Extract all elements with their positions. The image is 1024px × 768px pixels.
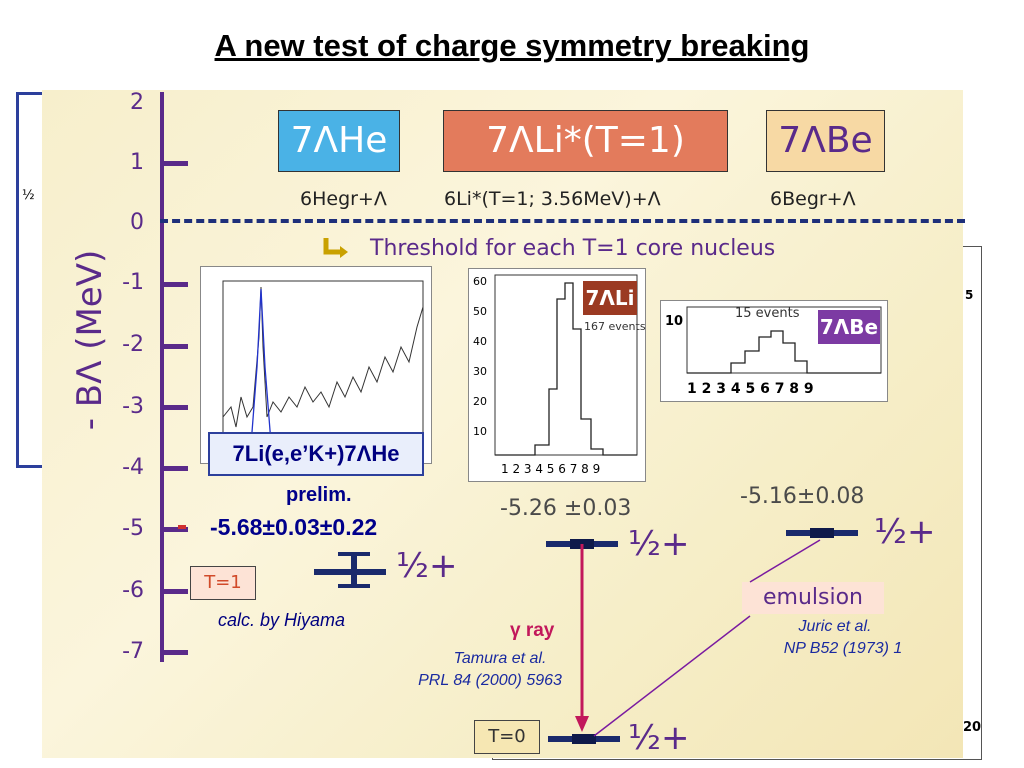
background-fragment-tick: 20	[963, 720, 982, 735]
y-tick-label: -1	[122, 270, 144, 295]
y-tick-mark	[160, 161, 188, 166]
li-ground-marker	[572, 734, 596, 744]
be-events: 15 events	[735, 306, 800, 321]
be-ref-authors: Juric et al.	[798, 618, 872, 635]
background-fragment-tick: 5	[965, 288, 974, 302]
be-emulsion-label: emulsion	[742, 582, 884, 614]
y-tick-label: -6	[122, 578, 144, 603]
gamma-ref-journal: PRL 84 (2000) 5963	[418, 672, 562, 689]
svg-text:30: 30	[473, 365, 487, 378]
li-histogram-plot: 60 50 40 30 20 10 1 2 3 4 5 6 7 8 9	[473, 274, 638, 476]
he-t1-label: T=1	[190, 566, 256, 600]
he-error-cap-bottom	[338, 584, 370, 588]
li-events: 167 events	[584, 320, 646, 333]
svg-text:40: 40	[473, 335, 487, 348]
he-calc-note: calc. by Hiyama	[218, 610, 346, 630]
core-label-be: 6Begr+Λ	[770, 188, 856, 210]
y-tick-mark	[160, 466, 188, 471]
y-tick-label: -2	[122, 332, 144, 357]
threshold-note: Threshold for each T=1 core nucleus	[370, 236, 776, 261]
y-tick-mark	[160, 589, 188, 594]
svg-text:50: 50	[473, 305, 487, 318]
y-tick-mark	[160, 405, 188, 410]
connector-lines	[593, 539, 821, 737]
he-spectrum-inset	[200, 266, 432, 464]
y-tick-mark	[160, 527, 188, 532]
he-energy-level	[314, 569, 386, 575]
li-binding-value: -5.26 ±0.03	[500, 496, 632, 521]
svg-text:60: 60	[473, 275, 487, 288]
core-label-li: 6Li*(T=1; 3.56MeV)+Λ	[444, 188, 661, 210]
be-binding-value: -5.16±0.08	[740, 484, 865, 509]
y-tick-label: -5	[122, 516, 144, 541]
core-label-he: 6Hegr+Λ	[300, 188, 387, 210]
be-spin-label: ½+	[874, 512, 936, 552]
gamma-ray-arrow	[575, 544, 589, 732]
svg-text:10: 10	[473, 425, 487, 438]
svg-text:20: 20	[473, 395, 487, 408]
he-reaction-label: 7Li(e,e’K+)7ΛHe	[208, 432, 424, 476]
y-tick-mark	[160, 650, 188, 655]
y-tick-label: -4	[122, 455, 144, 480]
be-histogram-plot: 10 1 2 3 4 5 6 7 8 9	[665, 306, 882, 397]
page-title: A new test of charge symmetry breaking	[214, 28, 810, 63]
be-badge: 7ΛBe	[818, 310, 880, 344]
y-tick-label: 2	[130, 90, 144, 115]
svg-text:10: 10	[665, 314, 683, 329]
y-tick-label: 1	[130, 150, 144, 175]
y-tick-mark	[160, 282, 188, 287]
svg-text:1 2 3 4 5 6 7 8 9: 1 2 3 4 5 6 7 8 9	[687, 381, 814, 397]
li-badge: 7ΛLi	[583, 281, 637, 315]
hypernucleus-he-box: 7ΛHe	[278, 110, 400, 172]
li-t0-label: T=0	[474, 720, 540, 754]
y-tick-mark	[160, 344, 188, 349]
he-prelim-label: prelim.	[286, 484, 352, 506]
background-fragment-label: ½	[22, 188, 35, 203]
gamma-ray-label: γ ray	[510, 620, 555, 641]
background-bracket	[16, 92, 45, 468]
hypernucleus-li-box: 7ΛLi*(T=1)	[443, 110, 728, 172]
zero-threshold-line	[160, 219, 965, 223]
gamma-ref-authors: Tamura et al.	[453, 650, 547, 667]
be-ref-journal: NP B52 (1973) 1	[783, 640, 903, 657]
li-ground-spin-label: ½+	[628, 718, 690, 758]
y-axis-line	[160, 92, 164, 662]
he-spin-label: ½+	[396, 546, 458, 586]
be-level-marker	[810, 528, 834, 538]
arrow-icon	[320, 236, 350, 260]
he-level-marker	[178, 525, 186, 529]
y-tick-label: 0	[130, 210, 144, 235]
he-binding-value: -5.68±0.03±0.22	[210, 514, 378, 540]
svg-text:1 2 3 4 5 6 7 8 9: 1 2 3 4 5 6 7 8 9	[501, 462, 600, 476]
hypernucleus-be-box: 7ΛBe	[766, 110, 885, 172]
li-spin-label: ½+	[628, 524, 690, 564]
y-tick-label: -3	[122, 394, 144, 419]
y-tick-label: -7	[122, 639, 144, 664]
